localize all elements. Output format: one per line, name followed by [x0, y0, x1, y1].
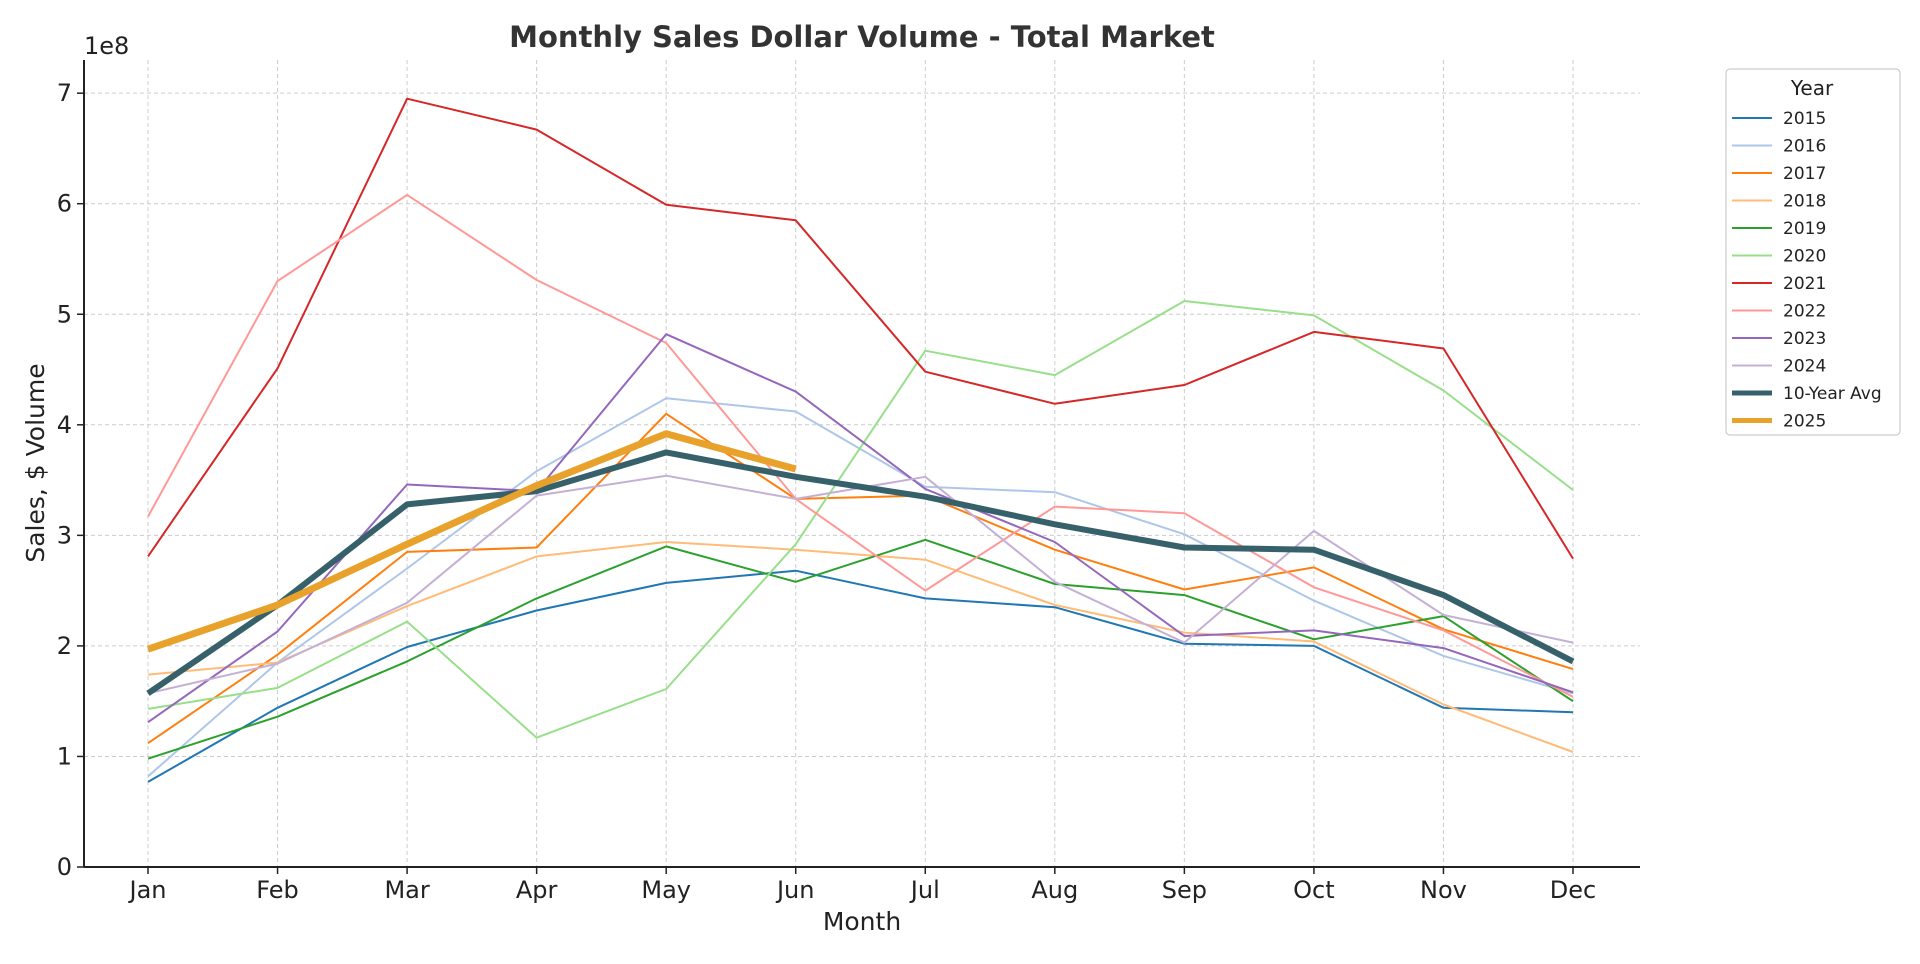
legend-items: 2015 2016 2017 2018 2019 2020 2021 2022 2023 2024…: [1732, 109, 1882, 432]
legend-label: 2025: [1783, 412, 1826, 432]
legend-label: 2016: [1783, 137, 1826, 157]
chart-title: Monthly Sales Dollar Volume - Total Mark…: [509, 20, 1215, 54]
legend-label: 2015: [1783, 109, 1826, 129]
series-line-2019: [147, 538, 1574, 760]
legend-label: 2023: [1783, 329, 1826, 349]
y-tick-label: 2: [57, 632, 72, 660]
x-tick-label: Mar: [384, 876, 429, 904]
y-axis-label: Sales, $ Volume: [21, 363, 50, 562]
legend: Year 2015 2016 2017 2018 2019 2020 2021 2022 202…: [1725, 68, 1901, 436]
x-tick-label: Jun: [775, 876, 815, 904]
y-tick-label: 4: [57, 411, 72, 439]
legend-title: Year: [1790, 76, 1834, 100]
y-tick-label: 1: [57, 742, 72, 770]
legend-label: 2024: [1783, 357, 1826, 377]
y-tick-label: 6: [57, 190, 72, 218]
legend-label: 10-Year Avg: [1783, 384, 1882, 404]
y-tick-label: 0: [57, 853, 72, 881]
legend-label: 2020: [1783, 247, 1826, 267]
x-tick-label: Feb: [256, 876, 299, 904]
series-line-2020: [147, 300, 1574, 739]
x-tick-label: Aug: [1031, 876, 1078, 904]
axes-layer: [83, 60, 1640, 868]
series-line-10-year-avg: [146, 449, 1575, 696]
x-tick-label: Sep: [1162, 876, 1207, 904]
x-tick-label: Nov: [1420, 876, 1467, 904]
legend-label: 2019: [1783, 219, 1826, 239]
legend-label: 2022: [1783, 302, 1826, 322]
y-axis-exponent: 1e8: [84, 32, 129, 60]
series-line-2025: [146, 430, 797, 653]
series-line-2017: [147, 412, 1574, 745]
legend-label: 2018: [1783, 192, 1826, 212]
grid-layer: [84, 60, 1640, 868]
x-tick-label: May: [641, 876, 691, 904]
series-line-2018: [147, 541, 1574, 753]
series-line-2015: [147, 569, 1574, 783]
x-tick-label: Jan: [128, 876, 167, 904]
x-tick-label: Apr: [516, 876, 558, 904]
y-tick-label: 5: [57, 300, 72, 328]
y-tick-label: 7: [57, 79, 72, 107]
x-tick-label: Oct: [1293, 876, 1335, 904]
y-tick-label: 3: [57, 521, 72, 549]
legend-label: 2021: [1783, 274, 1826, 294]
series-line-2022: [147, 193, 1574, 698]
legend-frame: [1725, 68, 1901, 436]
series-line-2023: [147, 333, 1574, 724]
x-tick-label: Jul: [909, 876, 940, 904]
x-axis-label: Month: [823, 907, 901, 936]
legend-label: 2017: [1783, 164, 1826, 184]
ticks-layer: Jan Feb Mar Apr May Jun Jul Aug Sep Oct Nov Dec 0 1 2 3…: [57, 79, 1597, 904]
x-tick-label: Dec: [1550, 876, 1596, 904]
series-layer: [146, 97, 1575, 783]
series-line-2021: [147, 97, 1574, 560]
